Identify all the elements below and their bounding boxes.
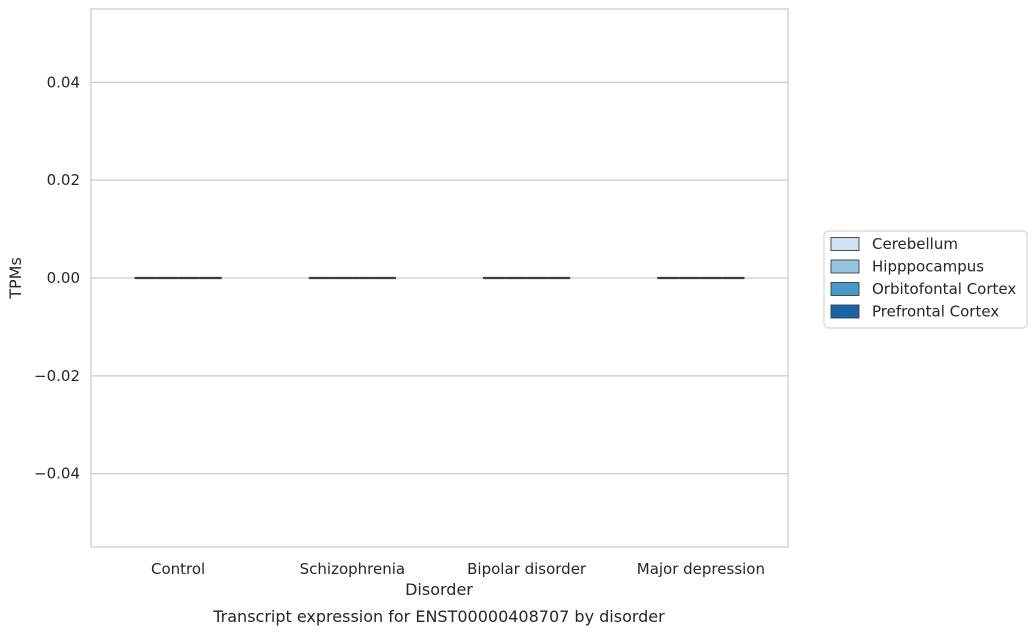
chart-caption: Transcript expression for ENST0000040870… — [212, 607, 665, 626]
legend-label: Hipppocampus — [872, 258, 984, 276]
x-axis-label: Disorder — [405, 580, 473, 599]
legend-swatch — [830, 259, 860, 274]
legend-swatch — [830, 237, 860, 251]
x-tick-label: Major depression — [637, 560, 765, 578]
y-tick-label: 0.02 — [47, 171, 80, 189]
x-tick-label: Control — [151, 560, 205, 578]
y-axis-label: TPMs — [6, 257, 25, 300]
legend-swatch — [830, 282, 860, 296]
x-tick-label: Schizophrenia — [300, 560, 405, 578]
x-axis-ticks: Control Schizophrenia Bipolar disorder Majo… — [151, 560, 765, 578]
y-axis-ticks: −0.04 −0.02 0.00 0.02 0.04 — [34, 73, 80, 482]
plot-frame — [90, 8, 789, 548]
y-tick-label: 0.04 — [47, 73, 80, 91]
legend-label: Cerebellum — [872, 235, 958, 253]
legend-label: Orbitofontal Cortex — [872, 280, 1016, 298]
legend: Cerebellum Hipppocampus Orbitofontal Corte… — [823, 230, 1028, 329]
legend-frame — [823, 230, 1028, 329]
y-tick-label: −0.04 — [34, 465, 80, 483]
y-tick-label: 0.00 — [47, 269, 80, 287]
legend-label: Prefrontal Cortex — [872, 303, 999, 321]
x-tick-label: Bipolar disorder — [467, 560, 587, 578]
legend-swatch — [830, 304, 860, 319]
y-tick-label: −0.02 — [34, 367, 80, 385]
